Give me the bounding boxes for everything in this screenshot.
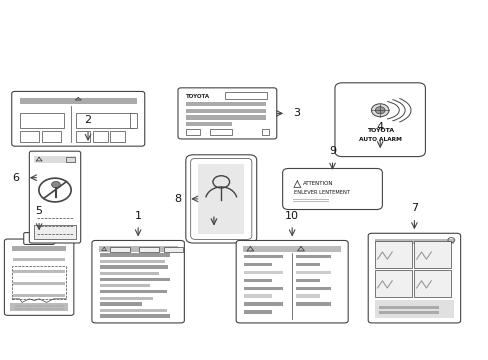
Bar [20, 113, 63, 128]
Bar [293, 199, 328, 200]
Bar [296, 271, 330, 274]
Text: 5: 5 [36, 206, 42, 216]
FancyBboxPatch shape [334, 83, 425, 157]
Text: 10: 10 [285, 211, 299, 221]
Text: 9: 9 [328, 146, 335, 156]
Bar [100, 265, 168, 269]
Bar [185, 115, 266, 120]
Bar [374, 300, 453, 318]
Bar [296, 255, 330, 258]
Bar [244, 287, 283, 290]
Text: 6: 6 [13, 173, 20, 183]
Bar [210, 129, 232, 135]
FancyBboxPatch shape [236, 240, 347, 323]
FancyBboxPatch shape [92, 240, 184, 323]
Bar [110, 247, 129, 252]
Bar [378, 311, 438, 314]
Bar [12, 266, 66, 299]
Bar [374, 270, 411, 297]
FancyBboxPatch shape [282, 168, 382, 210]
Text: 2: 2 [84, 115, 91, 125]
Bar [100, 302, 142, 306]
Bar [100, 272, 159, 275]
Text: 8: 8 [173, 194, 181, 204]
Bar [163, 247, 183, 252]
Bar [34, 156, 76, 163]
Bar [13, 270, 65, 273]
Bar [296, 279, 320, 282]
Bar [129, 113, 137, 128]
Bar [12, 246, 66, 251]
Text: AUTO ALARM: AUTO ALARM [358, 137, 401, 142]
Bar [100, 314, 170, 318]
Bar [13, 258, 65, 261]
Text: 3: 3 [293, 108, 300, 118]
Text: TOYOTA: TOYOTA [185, 94, 209, 99]
Text: 4: 4 [376, 122, 383, 132]
Bar [296, 287, 330, 290]
FancyBboxPatch shape [4, 239, 74, 315]
Bar [224, 92, 266, 99]
Bar [244, 302, 283, 306]
Bar [100, 278, 170, 281]
Text: ENLEVER LENTEMENT: ENLEVER LENTEMENT [294, 190, 349, 195]
Bar [413, 241, 450, 268]
Bar [244, 255, 283, 258]
Bar [100, 290, 166, 293]
FancyBboxPatch shape [178, 88, 276, 139]
Text: 7: 7 [410, 203, 417, 213]
Bar [20, 98, 137, 104]
FancyBboxPatch shape [29, 151, 81, 243]
Bar [93, 131, 107, 142]
Bar [110, 131, 124, 142]
FancyBboxPatch shape [12, 91, 144, 146]
Bar [34, 225, 76, 239]
Bar [76, 131, 90, 142]
Bar [244, 263, 271, 266]
Bar [100, 297, 153, 300]
Bar [244, 279, 271, 282]
Bar [296, 263, 320, 266]
Bar [185, 109, 266, 113]
Bar [374, 239, 453, 244]
Bar [100, 284, 149, 287]
Bar [20, 131, 39, 142]
Bar [41, 131, 61, 142]
Bar [66, 157, 75, 162]
Bar [185, 129, 200, 135]
Bar [296, 294, 320, 298]
Bar [293, 201, 328, 202]
Bar [10, 303, 68, 311]
Bar [185, 102, 266, 106]
Bar [378, 306, 438, 309]
FancyBboxPatch shape [185, 155, 256, 243]
Text: 1: 1 [134, 211, 142, 221]
Bar [100, 309, 166, 312]
Bar [243, 246, 341, 252]
Bar [244, 294, 271, 298]
Bar [261, 129, 268, 135]
Bar [100, 253, 170, 257]
Bar [100, 260, 164, 263]
Bar [296, 302, 330, 306]
Bar [99, 246, 177, 252]
Bar [374, 241, 411, 268]
FancyBboxPatch shape [367, 233, 460, 323]
Text: ATTENTION: ATTENTION [303, 181, 333, 186]
Bar [13, 294, 65, 297]
Bar [198, 164, 244, 234]
FancyBboxPatch shape [23, 233, 54, 244]
Bar [185, 122, 232, 126]
Bar [139, 247, 159, 252]
Circle shape [374, 107, 384, 114]
Text: TOYOTA: TOYOTA [366, 128, 393, 133]
Bar [244, 310, 271, 314]
Bar [76, 113, 134, 128]
Bar [13, 282, 65, 285]
Circle shape [370, 104, 388, 117]
Bar [413, 270, 450, 297]
Bar [244, 271, 283, 274]
Circle shape [52, 181, 61, 188]
